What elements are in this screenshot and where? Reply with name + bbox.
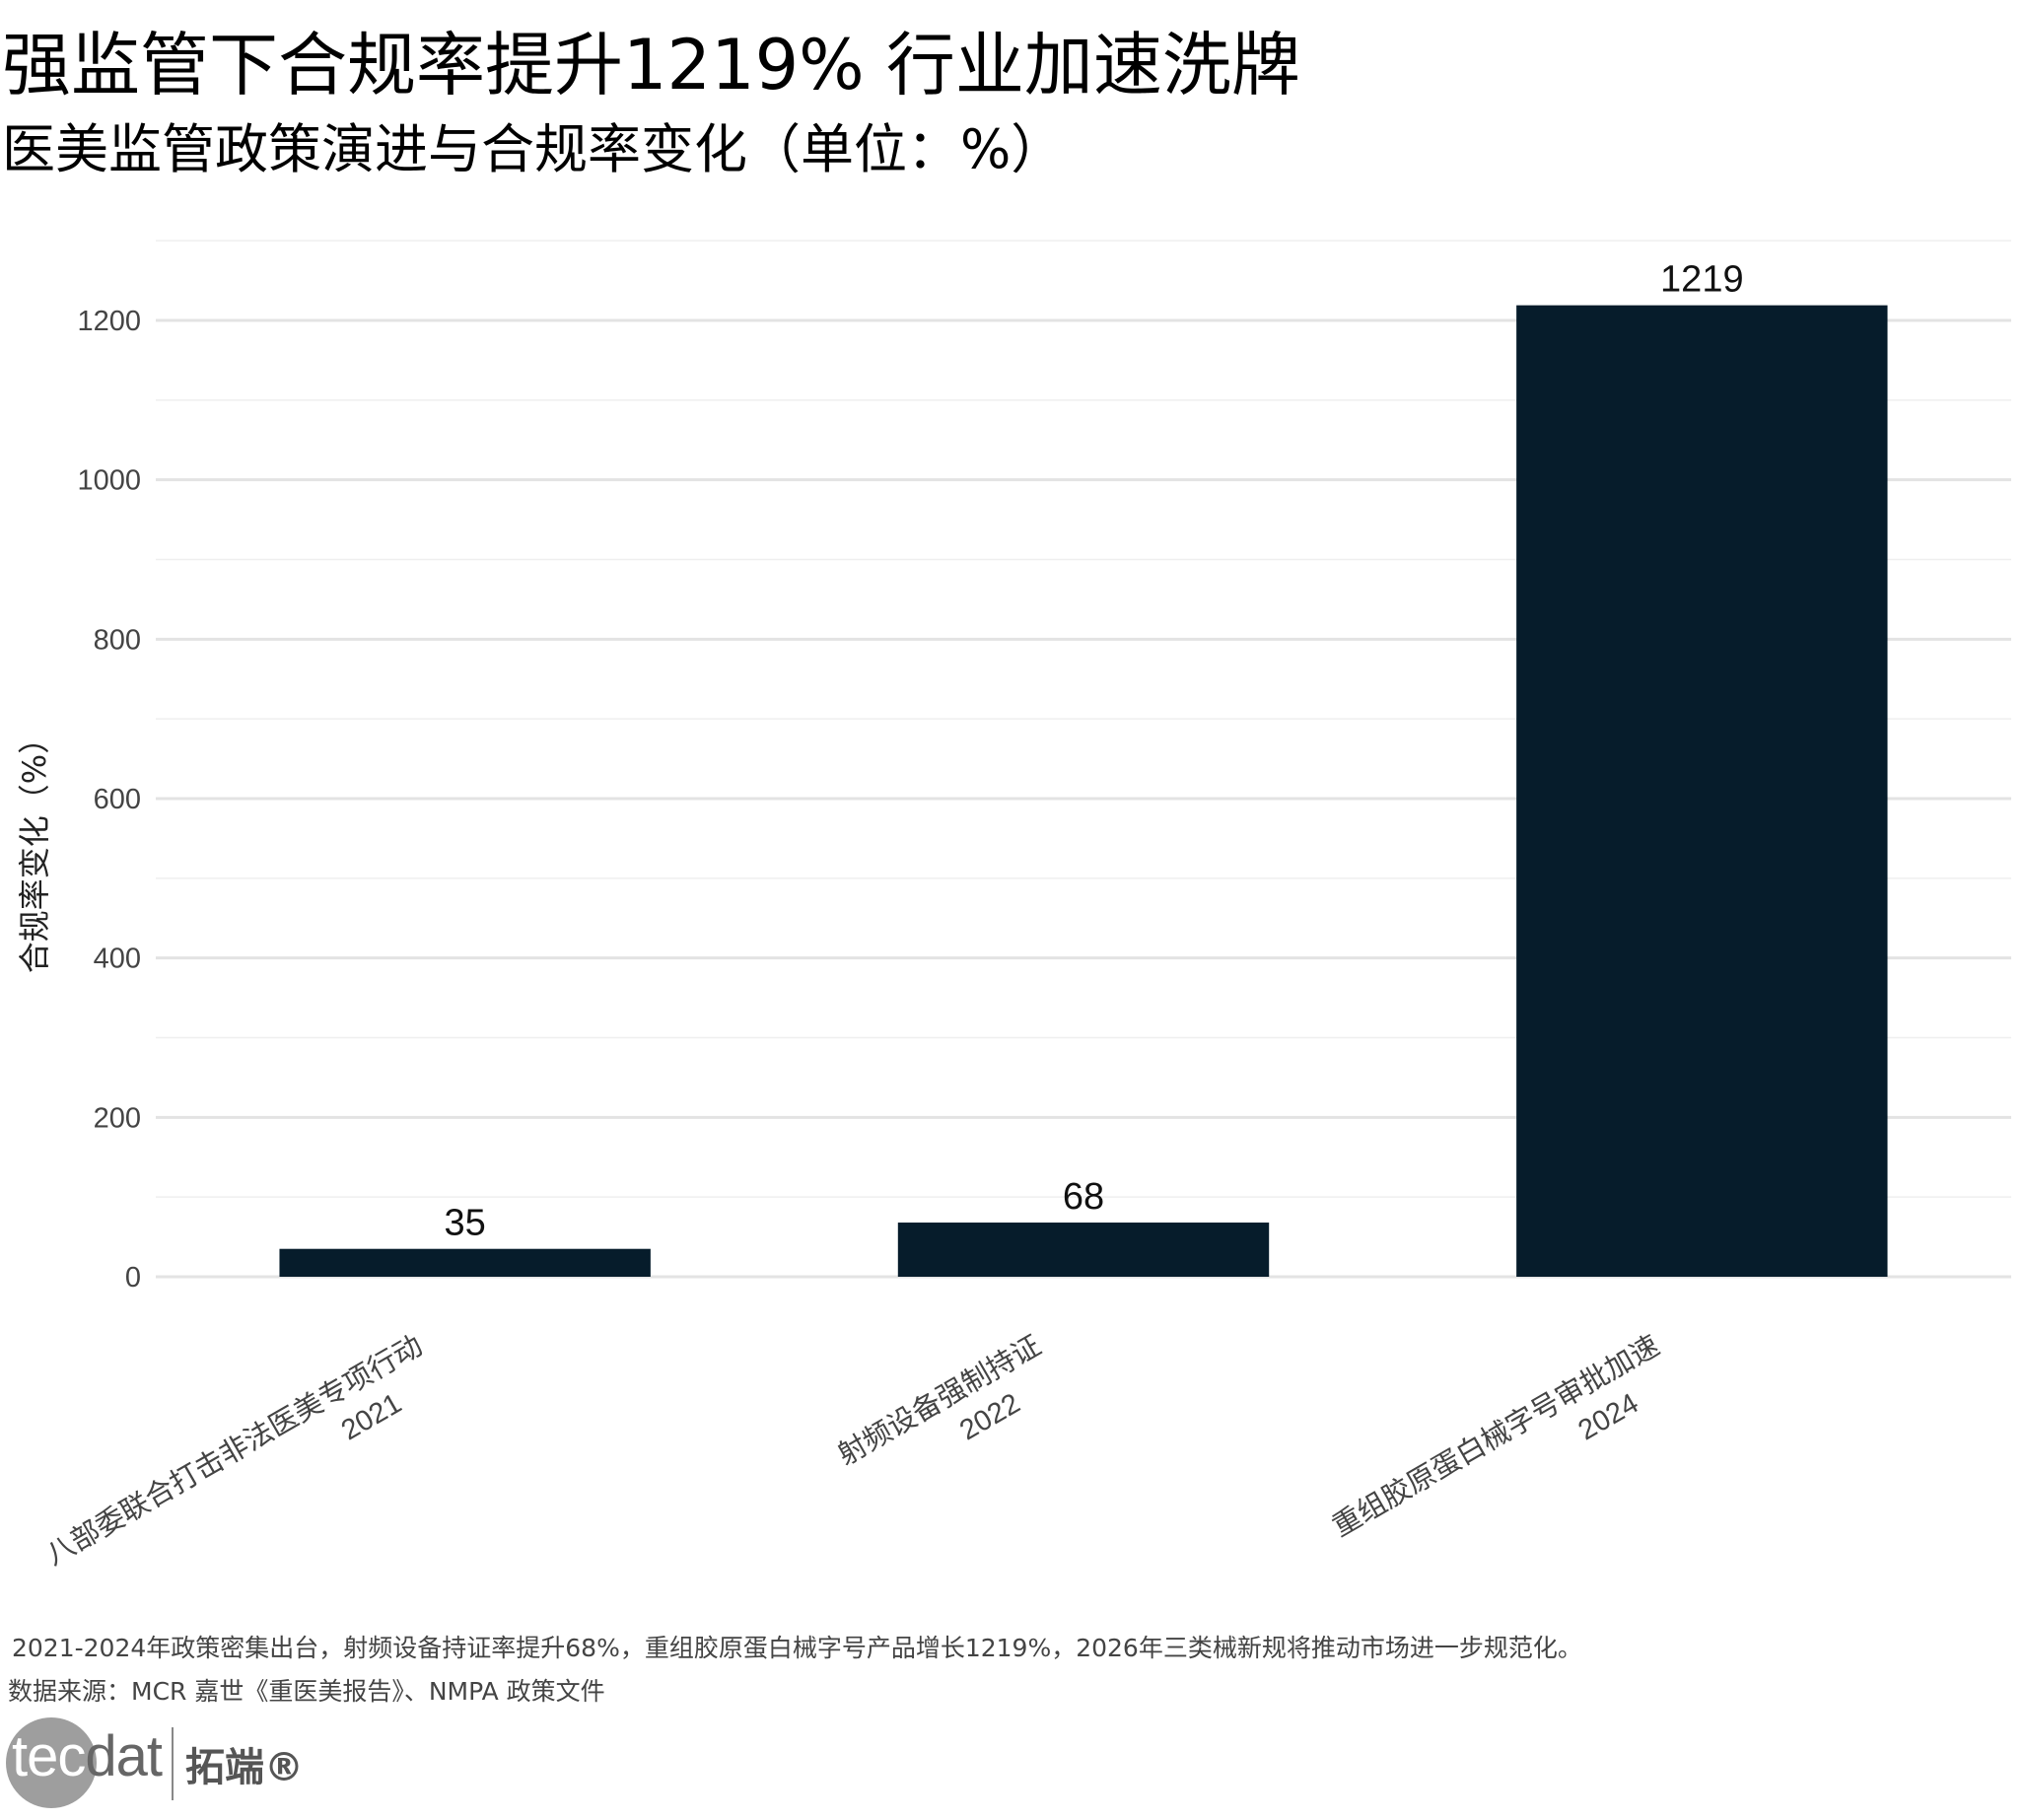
y-tick-label: 0 (125, 1262, 141, 1294)
y-tick-label: 200 (94, 1102, 141, 1134)
x-tick-policy: 八部委联合打击非法医美专项行动 (39, 1328, 428, 1572)
chart-title: 强监管下合规率提升1219% 行业加速洗牌 (2, 25, 1300, 105)
y-tick-label: 600 (94, 784, 141, 815)
logo-wordmark: tecdat (12, 1724, 163, 1788)
x-tick-policy: 重组胶原蛋白械字号审批加速 (1326, 1328, 1665, 1543)
y-tick-label: 1200 (77, 306, 141, 337)
y-tick-label: 1000 (77, 465, 141, 497)
y-axis-ticks: 0 200 400 600 800 1000 1200 (77, 306, 141, 1294)
bars (279, 305, 1888, 1277)
y-axis-label: 合规率变化（%） (16, 723, 53, 973)
bar (897, 1223, 1270, 1277)
data-labels: 35 68 1219 (445, 259, 1744, 1244)
y-tick-label: 800 (94, 624, 141, 656)
bar (1516, 305, 1888, 1277)
y-tick-label: 400 (94, 944, 141, 975)
data-label: 35 (445, 1203, 486, 1244)
brand-logo: tecdat 拓端® (6, 1715, 304, 1810)
logo-divider (172, 1727, 174, 1800)
logo-circle-icon (6, 1717, 97, 1808)
bar (279, 1248, 651, 1277)
logo-chinese-name: 拓端® (185, 1745, 304, 1790)
data-source: 数据来源：MCR 嘉世《重医美报告》、NMPA 政策文件 (8, 1677, 605, 1706)
chart-subtitle: 医美监管政策演进与合规率变化（单位：%） (2, 118, 1065, 180)
chart-caption: 2021-2024年政策密集出台，射频设备持证率提升68%，重组胶原蛋白械字号产… (12, 1634, 1582, 1662)
data-label: 1219 (1660, 259, 1744, 301)
bar-chart: 0 200 400 600 800 1000 1200 35 68 1219 八部委联合打击非法… (16, 240, 2011, 1572)
data-label: 68 (1063, 1176, 1104, 1218)
